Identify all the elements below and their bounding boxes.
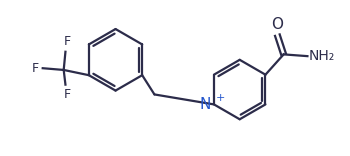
- Text: N: N: [200, 97, 211, 112]
- Text: +: +: [216, 93, 225, 103]
- Text: NH₂: NH₂: [309, 49, 335, 63]
- Text: O: O: [271, 17, 284, 32]
- Text: F: F: [64, 35, 71, 48]
- Text: F: F: [32, 62, 38, 75]
- Text: F: F: [64, 88, 71, 101]
